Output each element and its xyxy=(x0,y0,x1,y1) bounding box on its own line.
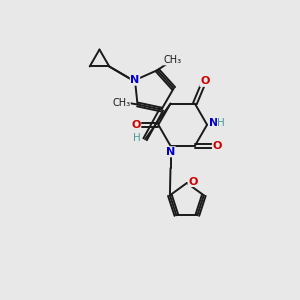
Text: CH₃: CH₃ xyxy=(163,55,181,65)
Text: H: H xyxy=(218,118,225,128)
Text: H: H xyxy=(133,133,141,143)
Text: O: O xyxy=(200,76,209,86)
Text: N: N xyxy=(209,118,218,128)
Text: CH₃: CH₃ xyxy=(112,98,130,108)
Text: O: O xyxy=(188,176,197,187)
Text: N: N xyxy=(166,147,175,157)
Text: N: N xyxy=(130,75,140,85)
Text: O: O xyxy=(131,120,141,130)
Text: O: O xyxy=(212,141,222,151)
